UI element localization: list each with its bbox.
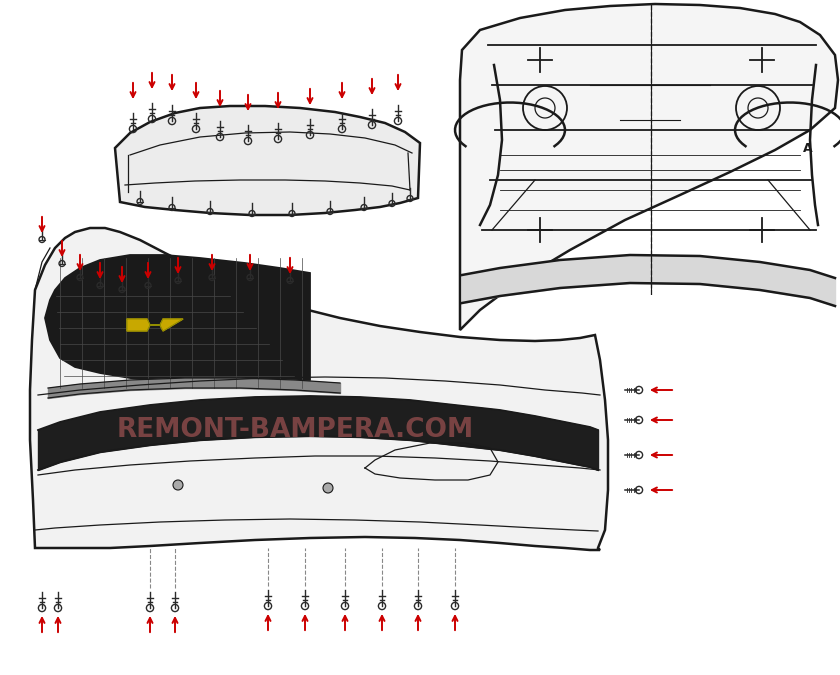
Circle shape bbox=[173, 480, 183, 490]
Text: REMONT-BAMPERA.COM: REMONT-BAMPERA.COM bbox=[117, 417, 474, 443]
Text: A: A bbox=[803, 142, 813, 155]
Polygon shape bbox=[45, 255, 310, 387]
Polygon shape bbox=[127, 319, 183, 331]
Circle shape bbox=[323, 483, 333, 493]
Polygon shape bbox=[30, 228, 608, 550]
Polygon shape bbox=[460, 4, 838, 330]
Polygon shape bbox=[115, 106, 420, 215]
